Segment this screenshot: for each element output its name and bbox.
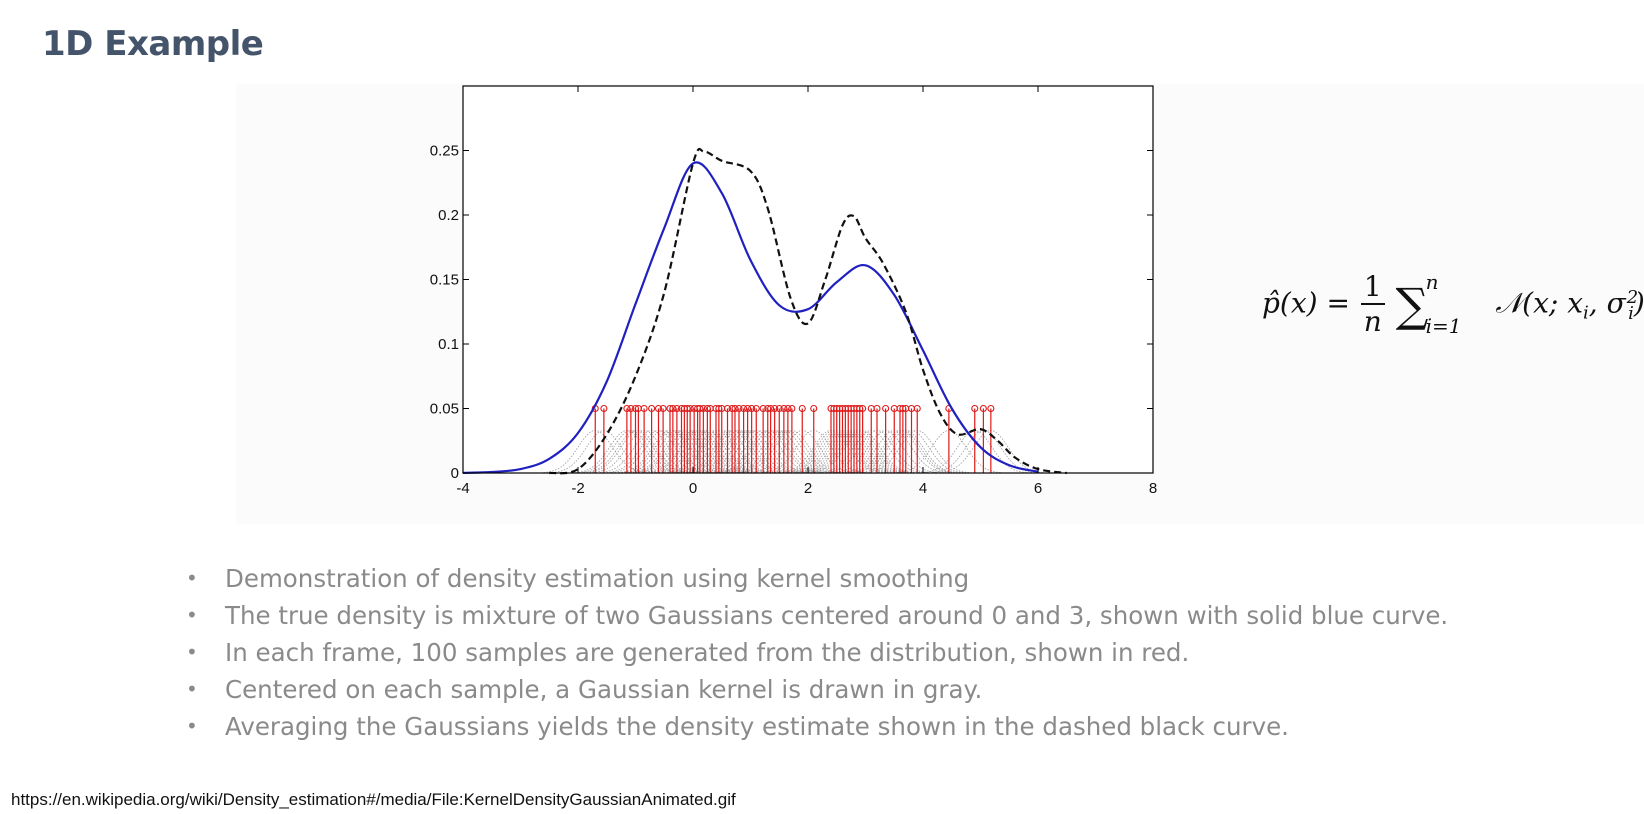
sample-marker <box>767 404 775 413</box>
formula-sum-lower: i=1 <box>1425 314 1462 339</box>
bullet-item: • In each frame, 100 samples are generate… <box>184 634 1448 671</box>
sample-marker <box>979 404 987 413</box>
bullet-item: • Averaging the Gaussians yields the dens… <box>184 708 1448 745</box>
sample-marker <box>771 404 779 413</box>
bullet-dot-icon: • <box>186 677 198 701</box>
sample-marker <box>659 404 667 413</box>
source-url[interactable]: https://en.wikipedia.org/wiki/Density_es… <box>11 790 736 809</box>
kde-formula: p̂(x) = 1 n ∑ n i=1 𝒩(x; xi, σ2i) <box>1262 270 1644 339</box>
bullet-list: • Demonstration of density estimation usi… <box>184 560 1448 745</box>
sample-marker <box>971 404 979 413</box>
sample-marker <box>686 404 694 413</box>
formula-term: 𝒩(x; x <box>1495 286 1583 320</box>
formula-fraction: 1 n <box>1360 271 1385 338</box>
bullet-text: In each frame, 100 samples are generated… <box>225 638 1190 667</box>
sample-marker <box>740 404 748 413</box>
sample-marker <box>648 404 656 413</box>
slide-title: 1D Example <box>42 24 264 64</box>
sample-marker <box>987 404 995 413</box>
density-estimate-curve <box>549 147 1067 475</box>
x-tick-label: -4 <box>456 480 469 497</box>
sample-marker <box>600 404 608 413</box>
sample-marker <box>673 404 681 413</box>
bullet-text: Demonstration of density estimation usin… <box>225 564 970 593</box>
sample-marker <box>759 404 767 413</box>
sample-marker <box>882 404 890 413</box>
formula-denominator: n <box>1363 304 1382 338</box>
sample-marker <box>627 404 635 413</box>
formula-sum-sign: ∑ n i=1 <box>1395 270 1462 339</box>
sample-marker <box>669 404 677 413</box>
bullet-dot-icon: • <box>186 640 198 664</box>
x-tick-label: -2 <box>571 480 584 497</box>
plot-area <box>463 86 1153 473</box>
sample-marker <box>752 404 760 413</box>
x-tick-label: 0 <box>689 480 697 497</box>
sample-marker <box>784 404 792 413</box>
sample-marker <box>731 404 739 413</box>
y-tick-label: 0.05 <box>430 401 459 418</box>
sample-marker <box>913 404 921 413</box>
bullet-item: • Centered on each sample, a Gaussian ker… <box>184 671 1448 708</box>
sample-marker <box>654 404 663 413</box>
formula-term-sub: i <box>1583 302 1589 324</box>
formula-sigma-sup: 2 <box>1626 286 1639 308</box>
bullet-item: • The true density is mixture of two Gaus… <box>184 597 1448 634</box>
bullet-dot-icon: • <box>186 714 198 738</box>
sample-marker <box>623 404 631 413</box>
formula-sum-upper: n <box>1425 270 1439 295</box>
y-tick-label: 0.15 <box>430 272 459 289</box>
sample-marker <box>798 404 806 413</box>
x-tick-label: 2 <box>804 480 812 497</box>
formula-close: ) <box>1633 286 1644 320</box>
sample-marker <box>859 404 867 413</box>
sample-marker <box>873 404 881 413</box>
bullet-dot-icon: • <box>186 603 198 627</box>
sample-marker <box>775 404 783 413</box>
sample-marker <box>744 404 752 413</box>
formula-term-rest: , σ <box>1588 286 1626 320</box>
y-tick-label: 0 <box>451 465 459 482</box>
sample-marker <box>780 404 788 413</box>
sample-marker <box>788 404 796 413</box>
bullet-text: The true density is mixture of two Gauss… <box>225 601 1449 630</box>
y-tick-label: 0.2 <box>438 207 459 224</box>
formula-sigma-sub: i <box>1628 302 1634 324</box>
sample-marker <box>810 404 818 413</box>
sample-marker <box>723 404 732 413</box>
figure-panel: -4 -2 0 2 4 6 8 0 0.05 0.1 0.15 0.2 0.25 <box>236 84 1644 524</box>
formula-lhs: p̂(x) = <box>1262 286 1350 320</box>
true-density-curve <box>462 161 1039 474</box>
x-tick-label: 6 <box>1034 480 1042 497</box>
y-tick-label: 0.25 <box>430 143 459 160</box>
x-tick-label: 4 <box>919 480 927 497</box>
bullet-dot-icon: • <box>186 566 198 590</box>
sample-marker <box>748 404 756 413</box>
sample-marker <box>640 404 648 413</box>
kde-chart: -4 -2 0 2 4 6 8 0 0.05 0.1 0.15 0.2 0.25 <box>430 85 1157 497</box>
bullet-item: • Demonstration of density estimation usi… <box>184 560 1448 597</box>
x-tick-label: 8 <box>1149 480 1157 497</box>
sample-marker <box>699 404 707 413</box>
sample-marker <box>735 404 743 413</box>
bullet-text: Centered on each sample, a Gaussian kern… <box>225 675 983 704</box>
bullet-text: Averaging the Gaussians yields the densi… <box>225 712 1289 741</box>
y-tick-label: 0.1 <box>438 336 459 353</box>
formula-numerator: 1 <box>1360 271 1385 305</box>
